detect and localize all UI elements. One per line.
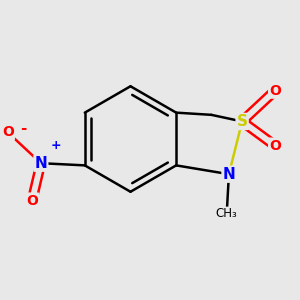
Text: -: - <box>20 121 26 136</box>
Text: O: O <box>2 125 14 140</box>
Text: N: N <box>34 156 47 171</box>
Text: N: N <box>223 167 235 182</box>
Text: S: S <box>237 114 248 129</box>
Text: O: O <box>269 139 281 153</box>
Text: O: O <box>269 84 281 98</box>
Text: O: O <box>26 194 38 208</box>
Text: CH₃: CH₃ <box>216 207 238 220</box>
Text: +: + <box>51 139 62 152</box>
